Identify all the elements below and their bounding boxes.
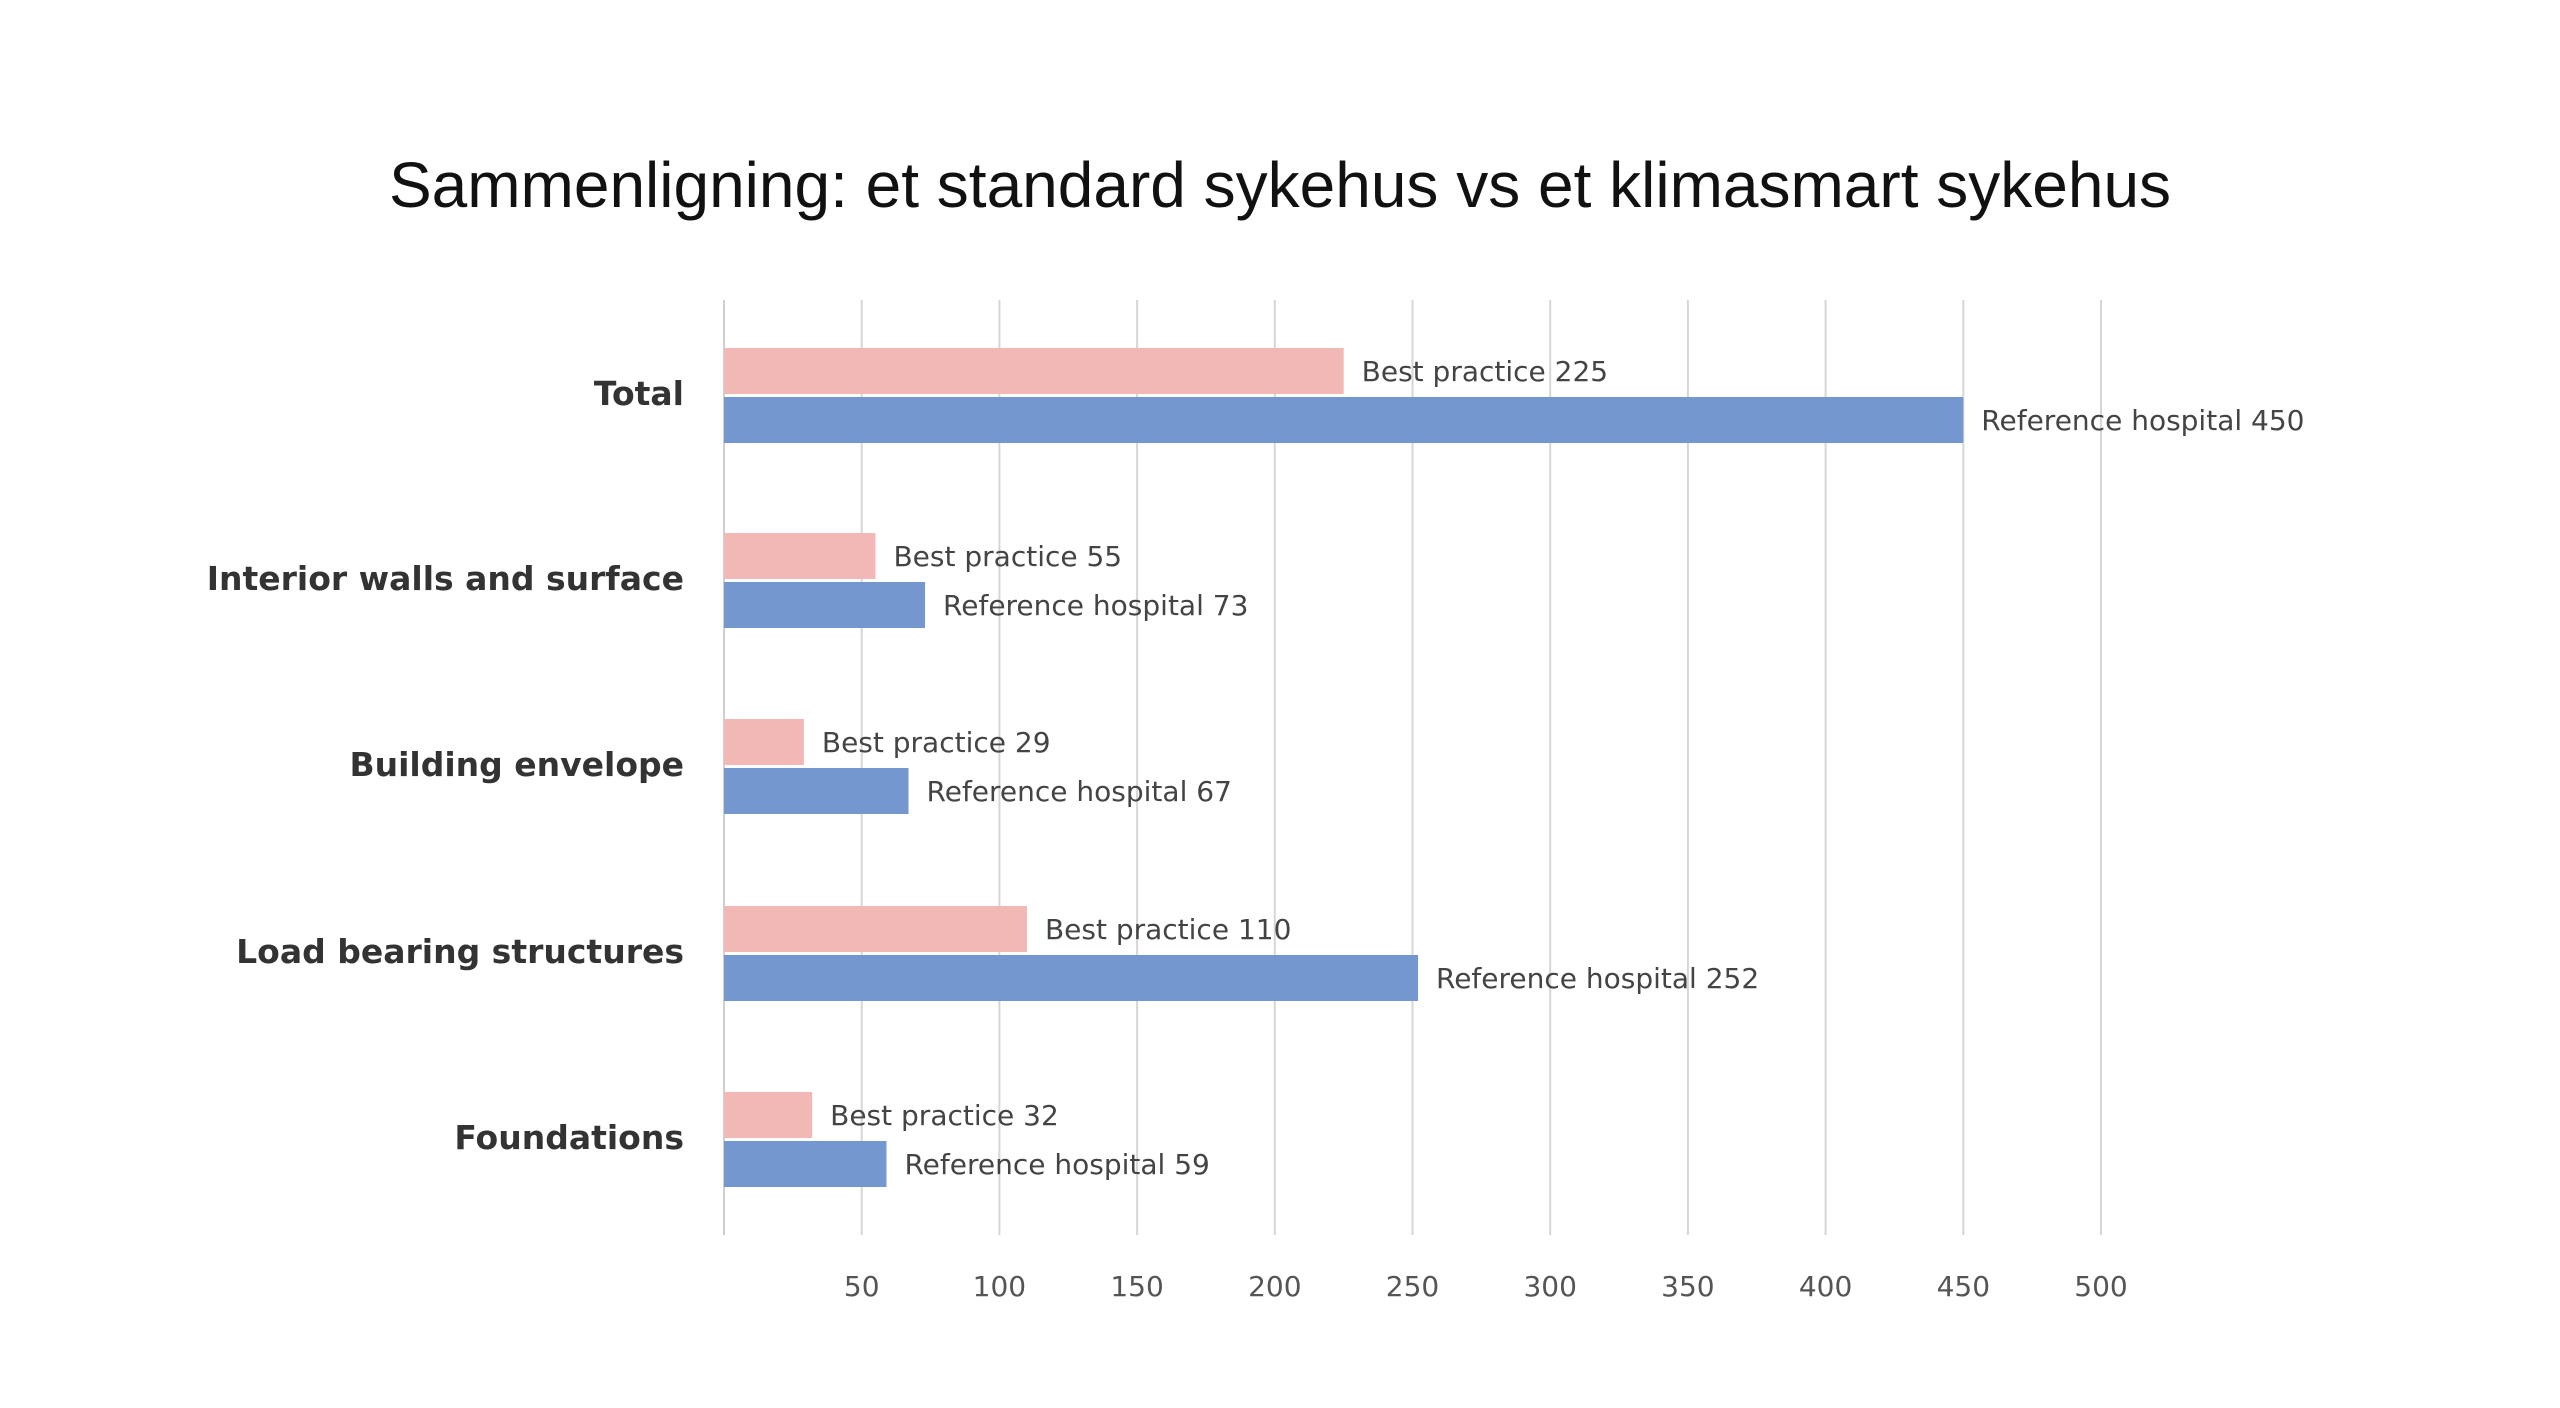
category-label: Foundations [454,1118,684,1157]
x-tick-label: 400 [1799,1270,1852,1303]
category-label: Building envelope [349,745,684,784]
x-tick-label: 50 [844,1270,880,1303]
chart-title: Sammenligning: et standard sykehus vs et… [388,149,2172,221]
data-label: Reference hospital 59 [904,1148,1209,1181]
bar [724,768,909,814]
bar [724,906,1027,952]
bar [724,955,1419,1001]
data-label: Best practice 29 [822,726,1051,759]
data-label: Best practice 55 [893,540,1122,573]
bar [724,533,876,579]
data-label: Best practice 225 [1362,355,1608,388]
x-tick-label: 100 [973,1270,1026,1303]
category-label: Interior walls and surface [207,559,684,598]
data-label: Best practice 32 [830,1099,1059,1132]
x-tick-label: 150 [1110,1270,1163,1303]
x-tick-label: 200 [1248,1270,1301,1303]
data-label: Reference hospital 252 [1436,962,1759,995]
data-label: Reference hospital 450 [1981,404,2304,437]
x-tick-label: 500 [2074,1270,2127,1303]
bar [724,1092,813,1138]
bar [724,348,1344,394]
bar [724,719,804,765]
x-tick-label: 250 [1386,1270,1439,1303]
data-label: Reference hospital 67 [927,775,1232,808]
x-tick-label: 450 [1937,1270,1990,1303]
x-tick-label: 350 [1661,1270,1714,1303]
category-label: Total [594,374,684,413]
bar [724,397,1964,443]
x-tick-label: 300 [1523,1270,1576,1303]
bar [724,1141,887,1187]
category-label: Load bearing structures [236,932,684,971]
data-label: Reference hospital 73 [943,589,1248,622]
bar [724,582,926,628]
data-label: Best practice 110 [1045,913,1291,946]
